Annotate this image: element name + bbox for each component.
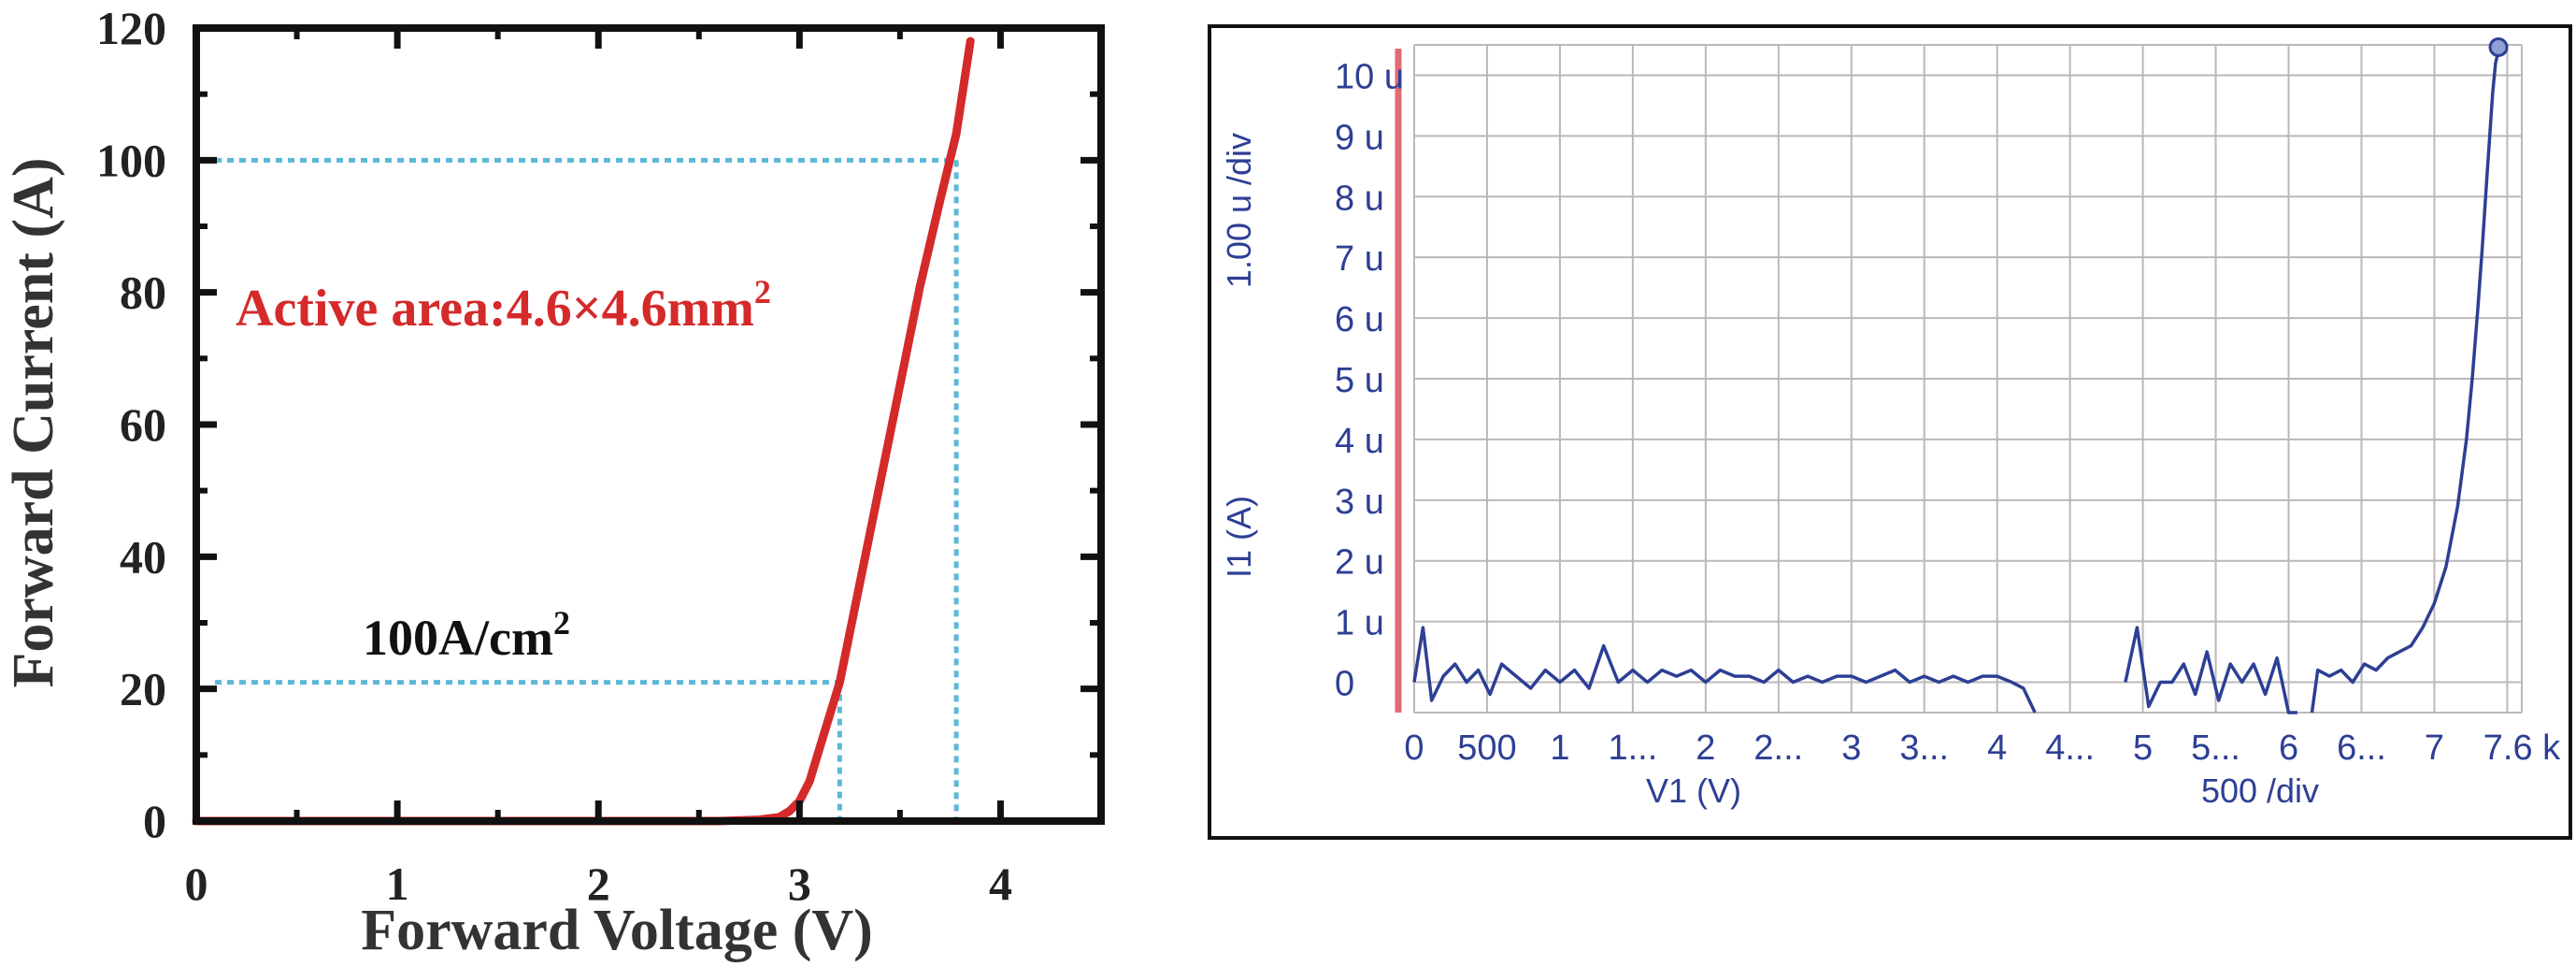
right-x-tick-label: 3... <box>1899 728 1949 768</box>
measured-trace-group <box>1412 50 2500 714</box>
right-x-tick-label: 5... <box>2191 728 2240 768</box>
right-x-axis-label: V1 (V) <box>1646 771 1741 810</box>
right-y-tick-label: 9 u <box>1335 118 1384 157</box>
right-x-tick-label: 2... <box>1753 728 1803 768</box>
right-x-tick-label: 6... <box>2337 728 2386 768</box>
right-outer-frame <box>1208 24 2572 840</box>
measured-trace-line <box>2310 50 2500 714</box>
y-tick-label: 0 <box>143 795 166 847</box>
right-y-tick-label: 8 u <box>1335 179 1384 218</box>
right-x-tick-label: 1 <box>1550 728 1569 768</box>
x-tick-label: 4 <box>989 858 1012 910</box>
right-y-tick-label: 6 u <box>1335 300 1384 339</box>
right-x-tick-label: 2 <box>1696 728 1715 768</box>
y-tick-label: 40 <box>120 530 166 583</box>
right-y-scale-label: 1.00 u /div <box>1220 133 1258 288</box>
right-x-tick-label: 7 <box>2425 728 2444 768</box>
cursor-marker-icon <box>2488 36 2509 57</box>
y-tick-label: 60 <box>120 398 166 451</box>
right-x-tick-label: 0 <box>1404 728 1424 768</box>
right-y-tick-label: 7 u <box>1335 239 1384 279</box>
x-tick-label: 1 <box>386 858 409 910</box>
right-y-tick-labels: 0 1 u 2 u 3 u 4 u 5 u 6 u 7 u 8 u 9 u 10 u <box>1335 57 1404 703</box>
right-grid <box>1413 44 2523 714</box>
right-x-tick-label: 1... <box>1608 728 1657 768</box>
right-y-tick-label: 5 u <box>1335 361 1384 400</box>
x-tick-label: 2 <box>587 858 610 910</box>
current-density-annotation: 100A/cm2 <box>363 604 570 666</box>
right-x-tick-label: 3 <box>1841 728 1861 768</box>
right-y-tick-label: 3 u <box>1335 483 1384 522</box>
right-x-tick-label: 5 <box>2133 728 2153 768</box>
y-tick-label: 20 <box>120 663 166 715</box>
right-y-axis-label: I1 (A) <box>1220 496 1258 578</box>
left-tick-marks <box>193 24 1101 825</box>
right-x-tick-label: 4 <box>1987 728 2007 768</box>
measured-trace-line <box>1412 626 2037 714</box>
right-x-tick-label: 6 <box>2279 728 2298 768</box>
right-x-tick-label: 4... <box>2045 728 2095 768</box>
left-y-axis-label: Forward Current (A) <box>2 157 65 687</box>
y-tick-label: 100 <box>96 134 166 186</box>
right-x-tick-label: 7.6 k <box>2483 728 2561 768</box>
right-x-tick-label: 500 <box>1457 728 1516 768</box>
right-y-tick-label: 4 u <box>1335 422 1384 461</box>
active-area-annotation: Active area:4.6×4.6mm2 <box>236 273 771 338</box>
right-y-tick-label: 2 u <box>1335 543 1384 583</box>
right-y-tick-label: 1 u <box>1335 604 1384 643</box>
oscilloscope-iv-chart: 0 1 u 2 u 3 u 4 u 5 u 6 u 7 u 8 u 9 u 10 u 0 500 1 1.… <box>1208 24 2572 840</box>
measured-trace-line <box>2124 626 2297 714</box>
x-tick-label: 0 <box>185 858 208 910</box>
left-plot-frame <box>193 24 1105 825</box>
y-tick-label: 120 <box>96 2 166 54</box>
guide-lines <box>215 157 959 821</box>
y-tick-label: 80 <box>120 267 166 319</box>
left-x-axis-label: Forward Voltage (V) <box>361 899 873 962</box>
right-y-tick-label: 10 u <box>1335 57 1404 96</box>
right-x-scale-label: 500 /div <box>2201 771 2319 810</box>
x-tick-label: 3 <box>788 858 811 910</box>
right-y-tick-label: 0 <box>1335 665 1354 704</box>
right-x-tick-labels: 0 500 1 1... 2 2... 3 3... 4 4... 5 5... 6 6... 7 7.6 k <box>1404 728 2561 768</box>
